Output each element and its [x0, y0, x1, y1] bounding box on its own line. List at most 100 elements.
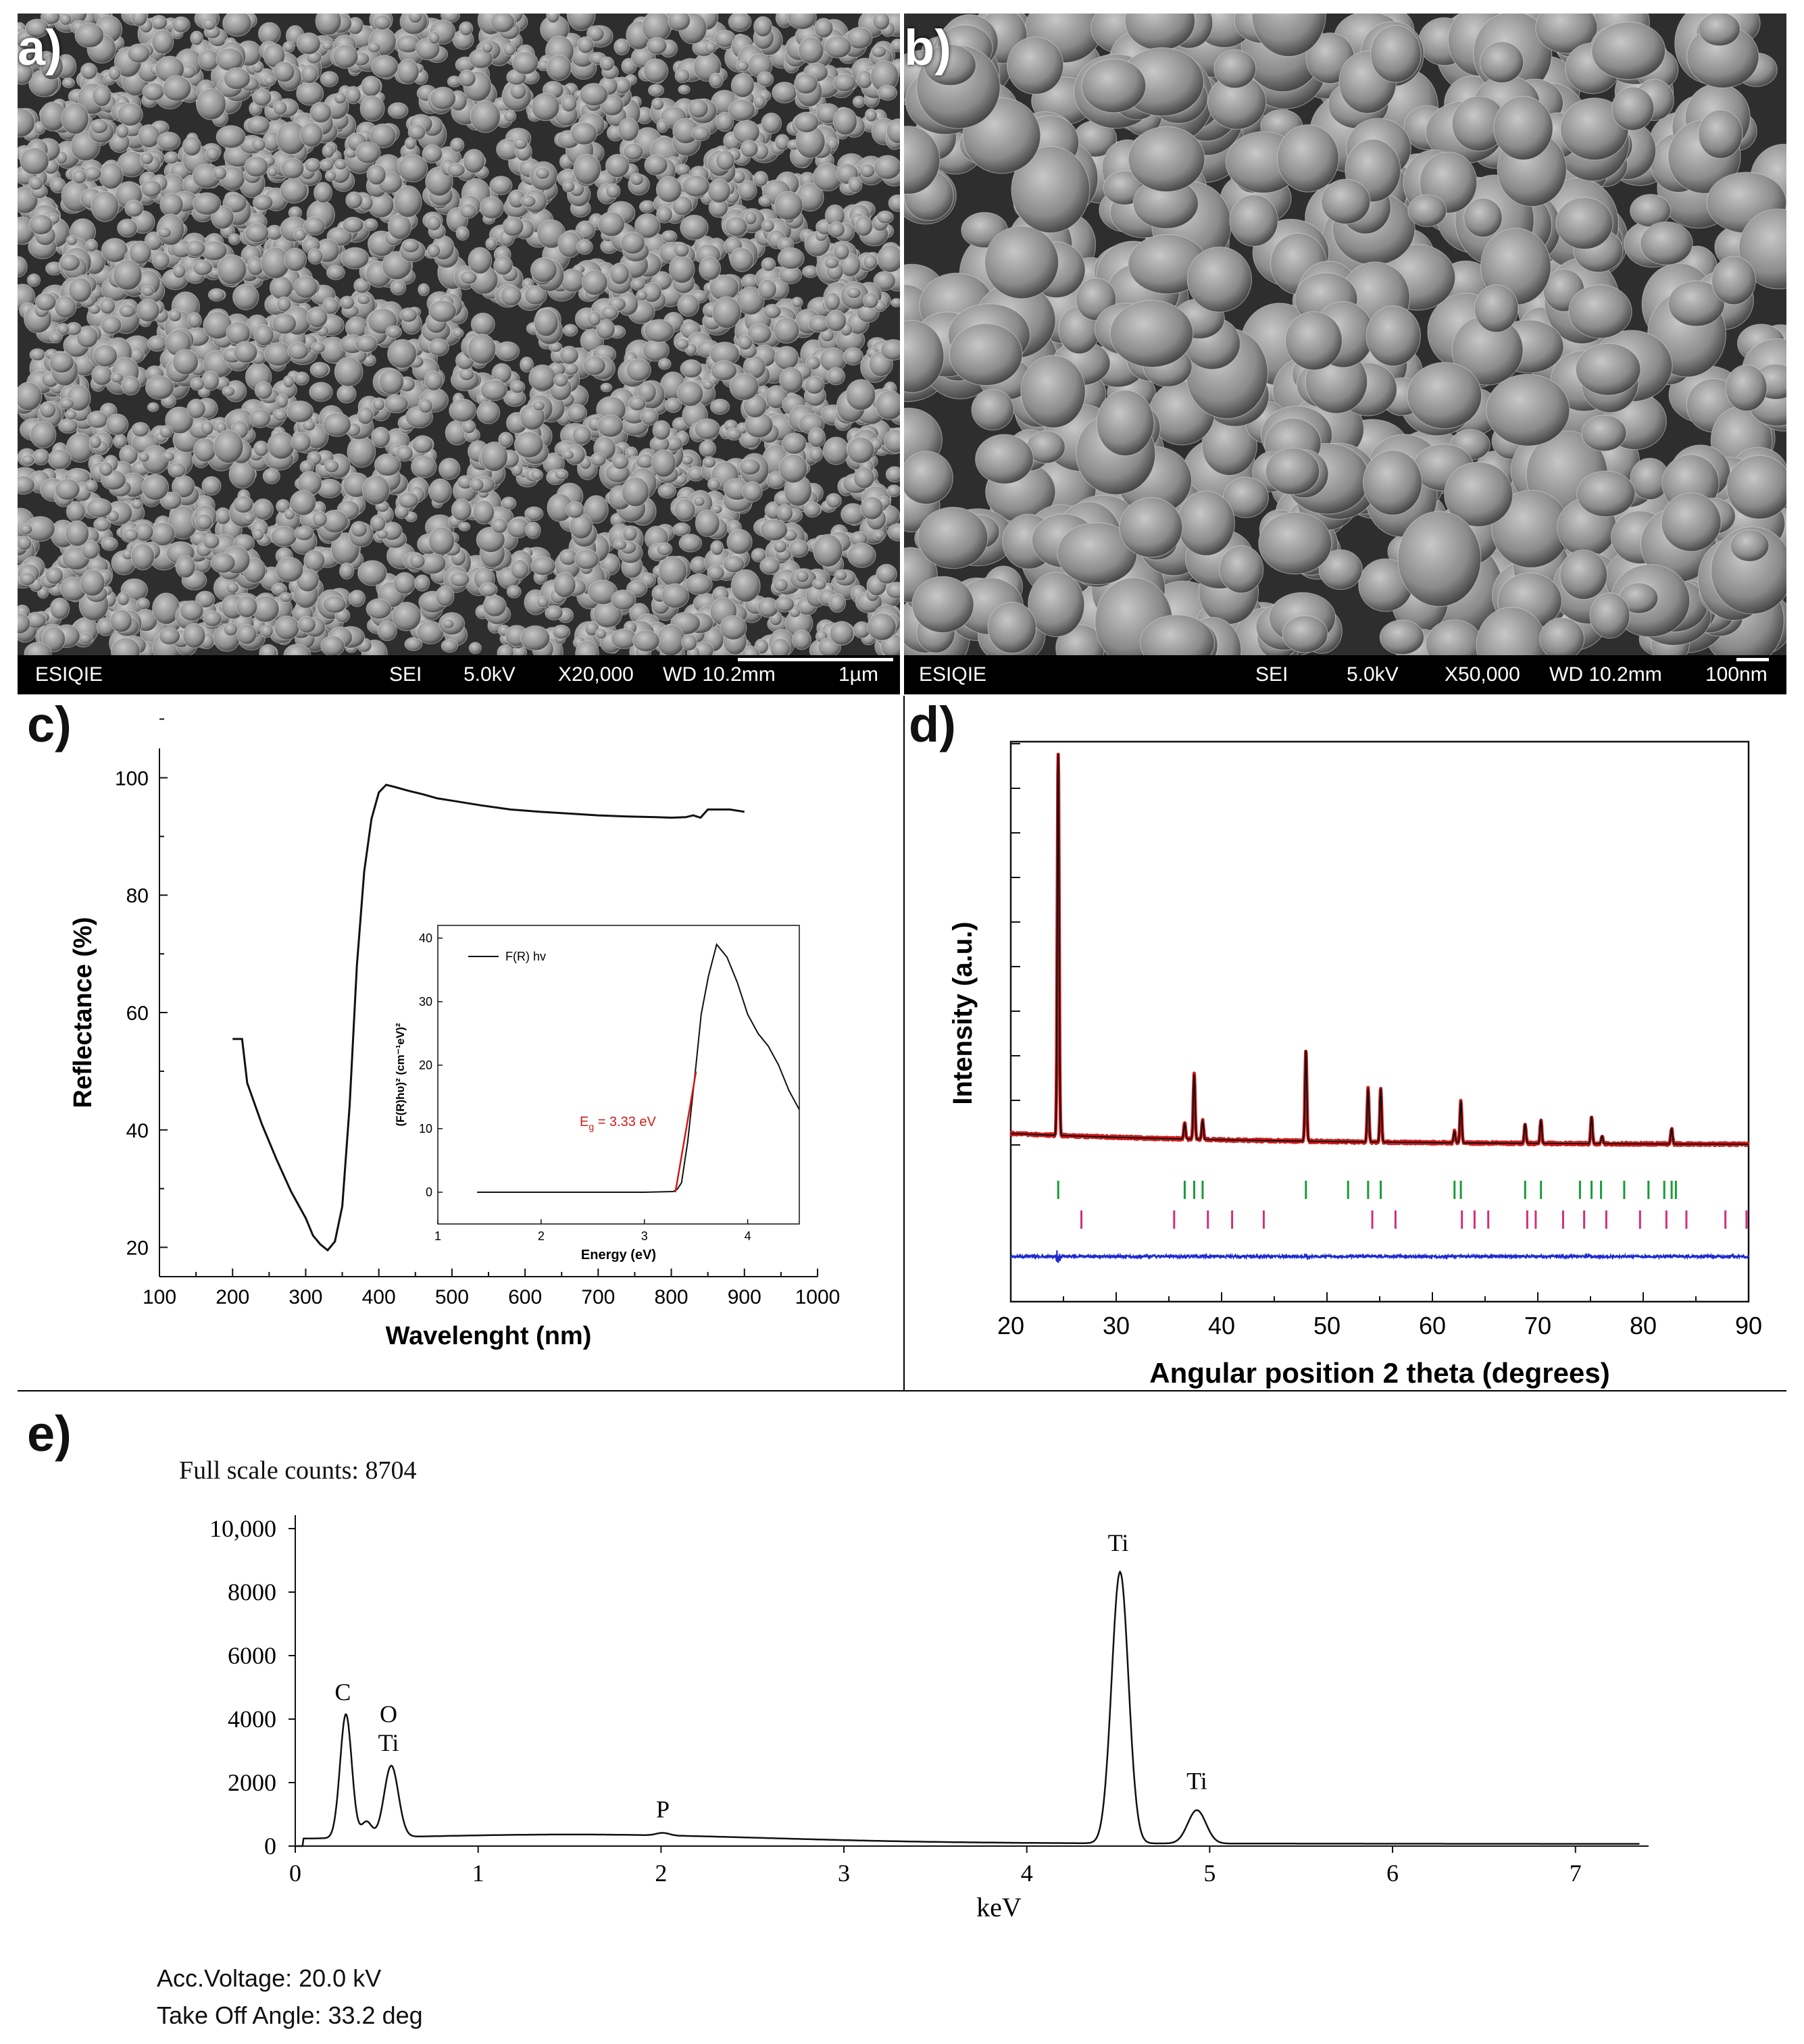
sem-particle — [772, 81, 797, 103]
sem-particle — [287, 342, 309, 361]
sem-particle — [758, 195, 773, 207]
sem-voltage-b: 5.0kV — [1347, 663, 1399, 686]
sem-particle — [157, 131, 181, 151]
sem-particle — [61, 77, 76, 88]
sem-particle — [493, 255, 513, 276]
sem-particle — [395, 444, 414, 462]
sem-particle — [428, 526, 455, 556]
sem-particle — [322, 297, 340, 315]
sem-particle — [57, 417, 78, 434]
sem-particle — [418, 398, 433, 414]
sem-particle — [320, 71, 339, 87]
sem-particle — [874, 155, 900, 180]
sem-particle — [91, 364, 113, 386]
sem-particle — [339, 562, 355, 580]
sem-particle — [636, 289, 649, 301]
sem-particle — [293, 275, 318, 299]
sem-particle — [324, 459, 340, 474]
sem-particle — [172, 263, 186, 279]
inset-y-tick-label: 30 — [419, 995, 432, 1008]
x-axis-title: Wavelenght (nm) — [386, 1322, 592, 1350]
sem-particle — [117, 102, 143, 127]
sem-particle — [120, 376, 141, 396]
sem-particle — [296, 32, 321, 55]
sem-particle — [1282, 615, 1328, 653]
sem-particle — [275, 557, 304, 583]
sem-particle — [259, 624, 274, 638]
sem-particle — [32, 449, 50, 465]
sem-particle — [273, 61, 295, 83]
sem-particle — [414, 574, 430, 592]
sem-particle — [735, 59, 750, 72]
sem-particle — [525, 521, 541, 539]
sem-particle — [579, 82, 609, 107]
sem-particle — [28, 214, 53, 235]
sem-particle — [509, 380, 526, 394]
sem-particle — [299, 122, 324, 148]
sem-particle — [18, 108, 35, 138]
sem-particle — [286, 400, 314, 423]
sem-particle — [411, 435, 434, 455]
sem-particle — [449, 398, 477, 423]
sem-particle — [279, 592, 293, 603]
sem-image-a: a) — [18, 14, 900, 655]
sem-particle — [84, 238, 98, 253]
y-tick-label: 80 — [126, 885, 149, 907]
sem-particle — [1251, 14, 1326, 57]
sem-particle — [371, 426, 391, 449]
sem-particle — [737, 334, 753, 351]
sem-particle — [246, 116, 270, 134]
sem-particle — [876, 563, 897, 584]
sem-particle — [24, 642, 52, 655]
sem-particle — [468, 48, 494, 69]
sem-particle — [1640, 221, 1693, 265]
sem-particle — [314, 182, 332, 204]
sem-particle — [49, 332, 62, 344]
sem-particle — [29, 348, 46, 361]
sem-particle — [409, 553, 426, 569]
sem-particle — [378, 368, 405, 395]
sem-particle — [30, 421, 57, 449]
sem-particle — [847, 436, 875, 464]
sem-particle — [586, 311, 601, 327]
x-tick-label: 70 — [1524, 1312, 1551, 1339]
sem-particle — [777, 247, 805, 270]
sem-particle — [668, 255, 695, 284]
sem-particle — [89, 434, 102, 449]
sem-particle — [190, 30, 204, 46]
sem-particle — [21, 454, 35, 466]
sem-particle — [164, 151, 179, 165]
sem-particle — [674, 338, 690, 351]
sem-particle — [833, 242, 850, 261]
sem-particle — [468, 642, 482, 655]
sem-particle — [702, 456, 717, 469]
sem-particle — [136, 299, 160, 323]
sem-particle — [605, 183, 621, 199]
sem-particle — [470, 100, 501, 133]
sem-particle — [609, 262, 630, 285]
sem-particle — [824, 292, 841, 311]
sem-particle — [834, 569, 848, 582]
sem-particle — [151, 251, 170, 270]
sem-particle — [524, 285, 547, 306]
sem-particle — [371, 55, 399, 79]
sem-particle — [233, 340, 258, 364]
sem-particle — [264, 342, 293, 367]
x-tick-label: 400 — [362, 1286, 396, 1308]
sem-wd-b: WD 10.2mm — [1549, 663, 1662, 686]
sem-particle — [774, 346, 799, 371]
peak-label: O — [380, 1701, 397, 1728]
sem-particle — [729, 247, 754, 272]
sem-particle — [18, 382, 43, 411]
sem-particle — [1276, 124, 1340, 193]
sem-particle — [852, 95, 866, 108]
peak-label: Ti — [378, 1729, 399, 1756]
sem-particle — [122, 528, 139, 542]
sem-particle — [904, 320, 945, 393]
sem-particle — [1096, 389, 1155, 457]
eds-chart: 0 1 2 3 4 5 6 70200040006000800010,000keVCOTiPT… — [209, 1515, 1649, 1922]
sem-particle — [828, 593, 847, 613]
sem-particle — [216, 47, 244, 72]
sem-particle — [18, 61, 33, 85]
sem-particle — [883, 428, 900, 453]
